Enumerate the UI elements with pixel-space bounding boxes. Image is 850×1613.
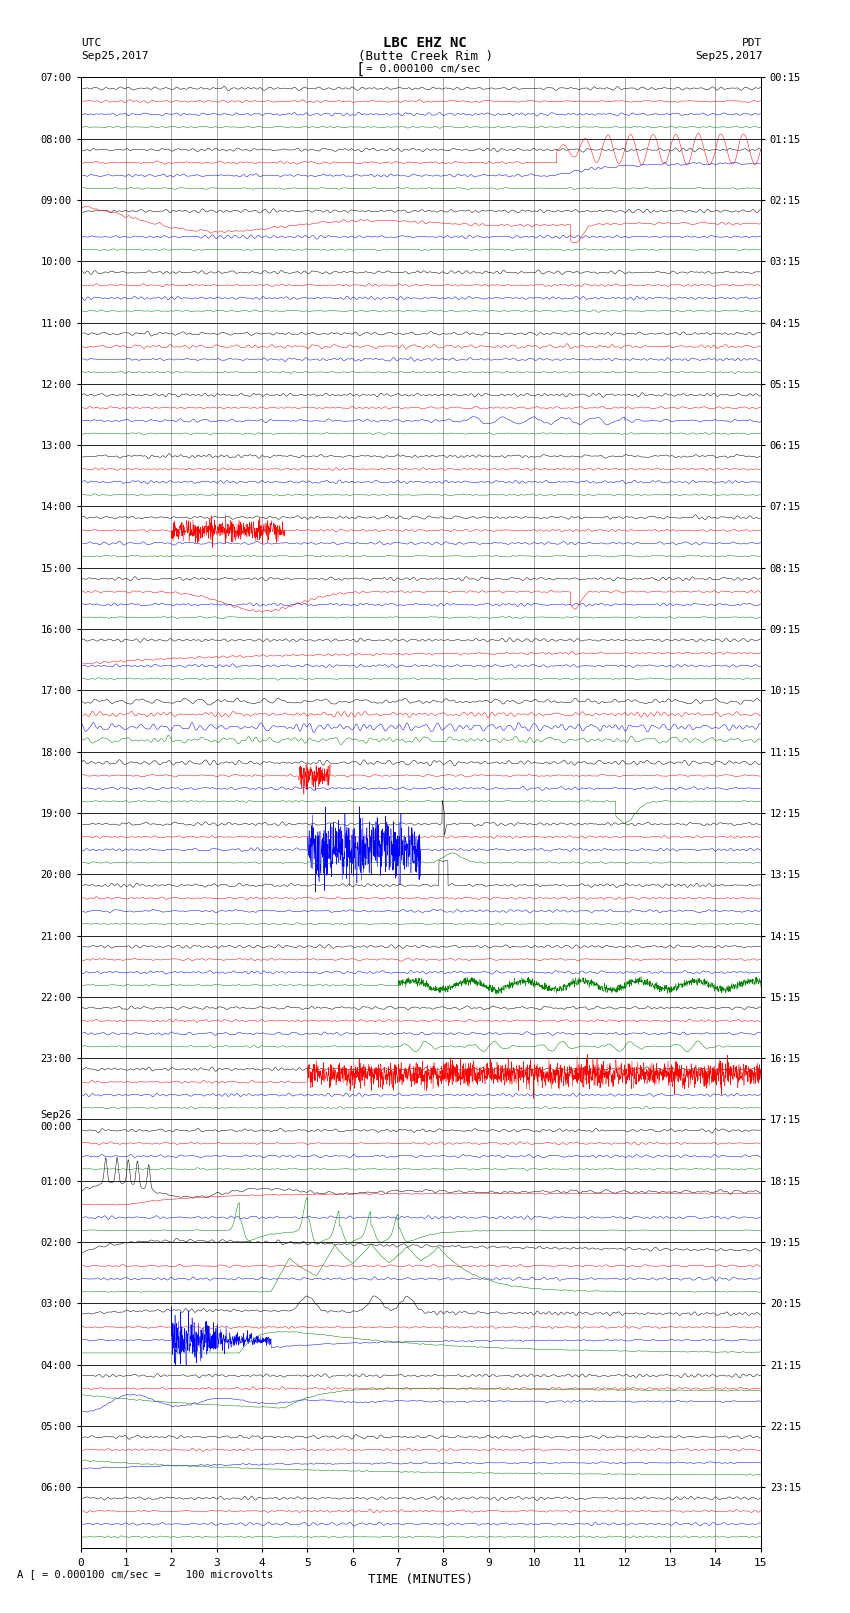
Text: [: [ xyxy=(355,61,365,77)
Text: UTC: UTC xyxy=(81,37,101,48)
Text: (Butte Creek Rim ): (Butte Creek Rim ) xyxy=(358,50,492,63)
X-axis label: TIME (MINUTES): TIME (MINUTES) xyxy=(368,1573,473,1586)
Text: PDT: PDT xyxy=(742,37,762,48)
Text: Sep25,2017: Sep25,2017 xyxy=(81,52,148,61)
Text: LBC EHZ NC: LBC EHZ NC xyxy=(383,35,467,50)
Text: Sep25,2017: Sep25,2017 xyxy=(695,52,762,61)
Text: A [ = 0.000100 cm/sec =    100 microvolts: A [ = 0.000100 cm/sec = 100 microvolts xyxy=(17,1569,273,1579)
Text: = 0.000100 cm/sec: = 0.000100 cm/sec xyxy=(366,65,480,74)
